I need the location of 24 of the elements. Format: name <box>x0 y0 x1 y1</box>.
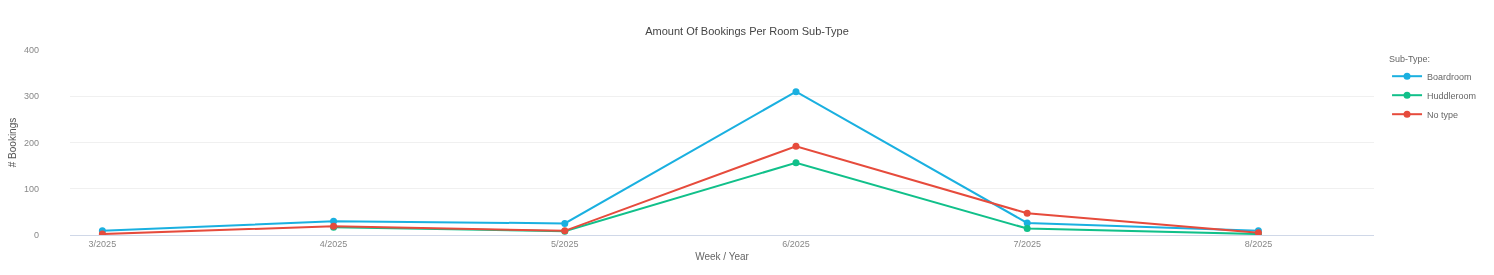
point <box>792 159 800 167</box>
x-axis-title: Week / Year <box>695 251 750 263</box>
y-tick-label: 100 <box>23 183 39 194</box>
point <box>792 142 800 150</box>
x-tick-label: 5/2025 <box>551 238 579 249</box>
legend-label: Boardroom <box>1427 71 1472 82</box>
x-tick-label: 7/2025 <box>1013 238 1041 249</box>
legend-label: Huddleroom <box>1427 90 1477 101</box>
x-tick-label: 3/2025 <box>88 238 117 249</box>
point <box>561 219 569 227</box>
legend-label: No type <box>1427 109 1459 120</box>
x-tick-label: 6/2025 <box>782 238 810 249</box>
point <box>1023 209 1031 217</box>
legend-title: Sub-Type: <box>1389 53 1431 64</box>
y-axis-title: # Bookings <box>6 117 18 168</box>
point <box>1023 225 1031 233</box>
y-tick-label: 0 <box>33 230 39 241</box>
y-tick-label: 200 <box>23 137 39 148</box>
x-tick-label: 4/2025 <box>319 238 348 249</box>
chart-title: Amount Of Bookings Per Room Sub-Type <box>645 25 849 38</box>
y-tick-label: 400 <box>23 45 39 56</box>
y-tick-label: 300 <box>23 91 39 102</box>
x-tick-label: 8/2025 <box>1244 238 1273 249</box>
point <box>792 88 800 96</box>
